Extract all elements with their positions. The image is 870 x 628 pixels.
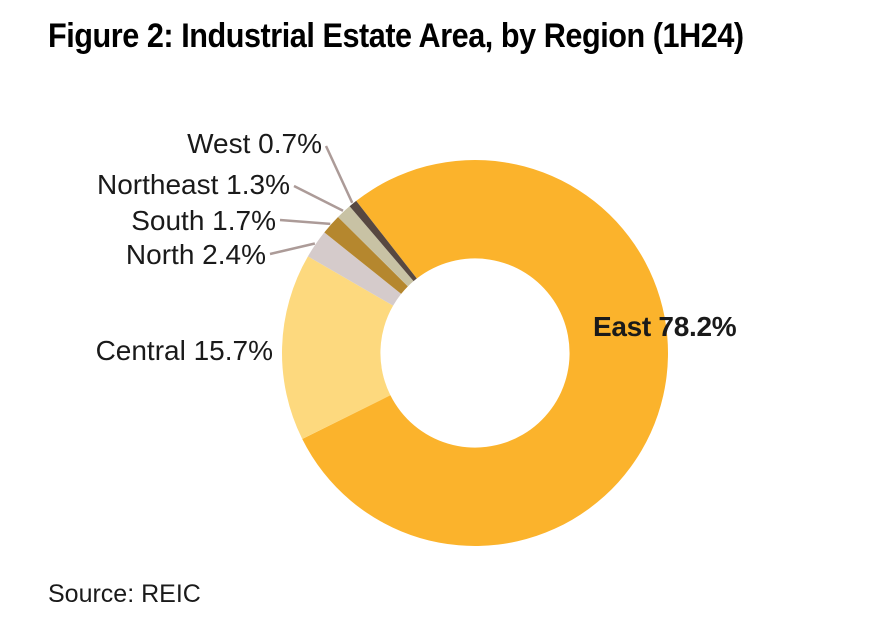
pie-slice-north xyxy=(307,232,402,306)
pie-slice-central xyxy=(281,256,394,440)
figure-title: Figure 2: Industrial Estate Area, by Reg… xyxy=(48,17,744,55)
slice-label-south: South 1.7% xyxy=(131,205,276,236)
leader-line-south xyxy=(279,218,331,226)
slice-label-north: North 2.4% xyxy=(125,239,266,270)
slice-label-west: West 0.7% xyxy=(187,128,322,159)
leader-line-north xyxy=(269,242,316,256)
source-note: Source: REIC xyxy=(48,580,201,608)
slice-label-central: Central 15.7% xyxy=(95,335,273,366)
pie-slice-west xyxy=(349,200,417,282)
leader-line-west xyxy=(324,145,354,204)
pie-slice-northeast xyxy=(338,206,414,287)
slice-label-east: East 78.2% xyxy=(593,311,737,342)
slice-label-northeast: Northeast 1.3% xyxy=(97,169,290,200)
leader-line-northeast xyxy=(293,184,344,212)
pie-slice-east xyxy=(302,159,668,546)
pie-slice-south xyxy=(324,217,408,294)
